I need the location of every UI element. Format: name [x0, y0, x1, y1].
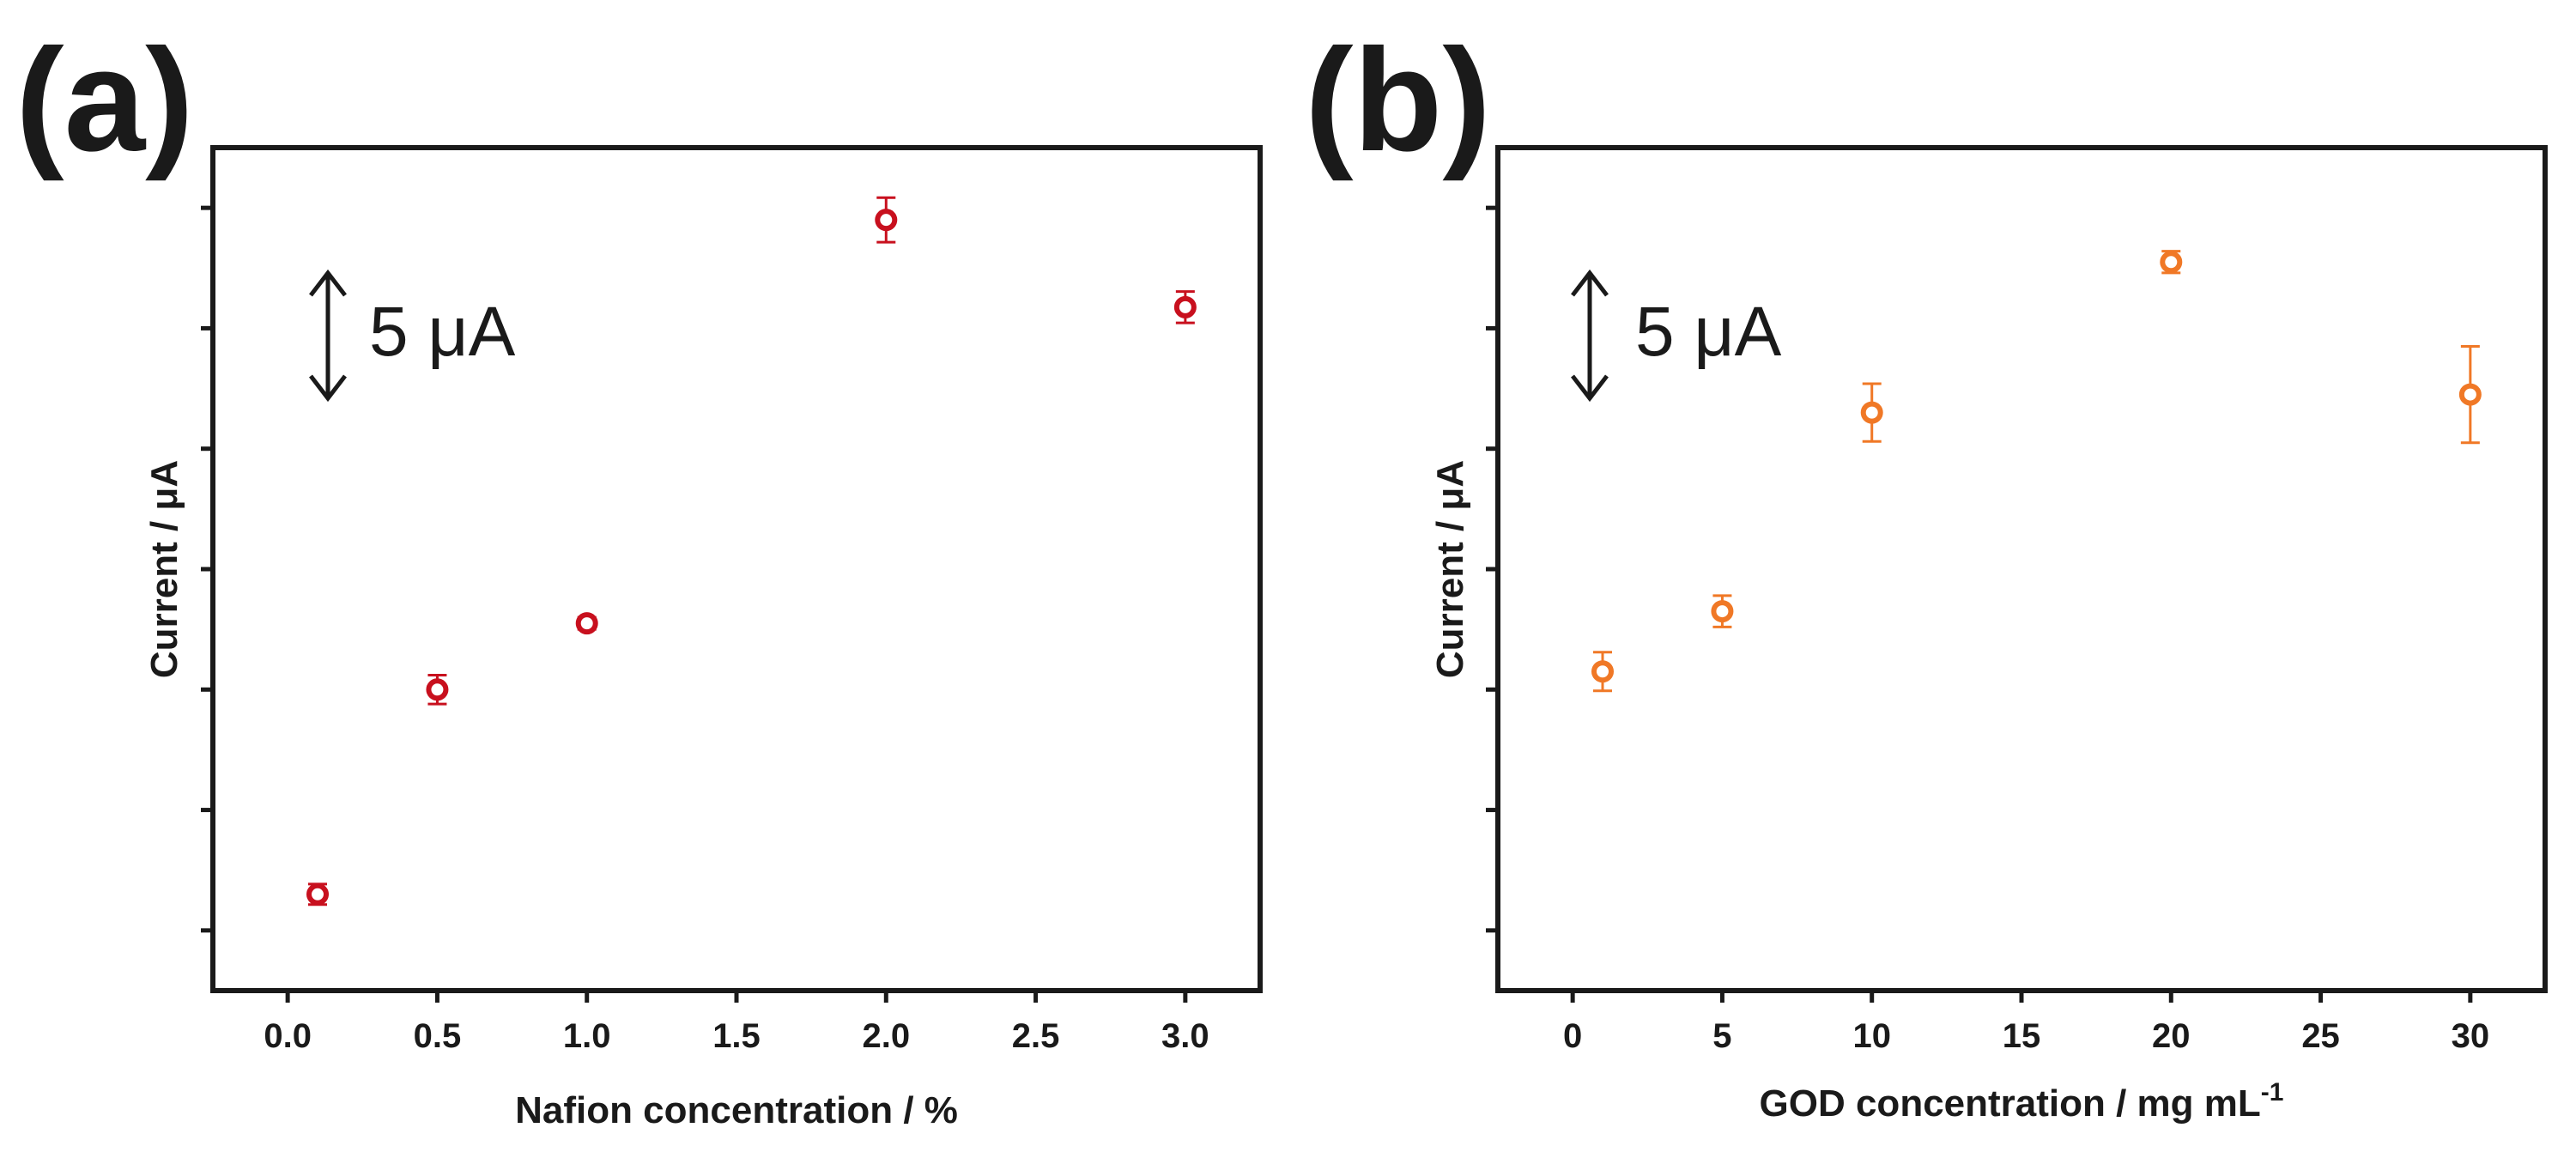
panel-b-data-point: [1591, 660, 1614, 683]
panel-b-x-axis-title: GOD concentration / mg mL-1: [1760, 1078, 2284, 1125]
panel-b-x-axis-title-superscript: -1: [2261, 1078, 2284, 1107]
panel-a-scale-bar: 5 μA: [309, 269, 516, 403]
panel-b-x-axis-title-main: GOD concentration / mg mL: [1760, 1082, 2261, 1125]
panel-a-data-point: [1173, 295, 1197, 318]
panel-b-x-tick-label: 30: [2452, 1017, 2490, 1055]
panel-b-scale-bar-label: 5 μA: [1635, 293, 1782, 371]
panel-b-data-point: [1711, 600, 1734, 623]
panel-b-x-tick-label: 10: [1852, 1017, 1891, 1055]
panel-b-data-point: [2458, 383, 2482, 406]
panel-b-x-tick-label: 20: [2152, 1017, 2191, 1055]
panel-b-x-tick-label: 25: [2301, 1017, 2340, 1055]
panel-a-x-tick-label: 3.0: [1161, 1017, 1209, 1055]
panel-b-scale-bar-arrow-down: [1571, 374, 1609, 403]
panel-b-x-tick-label: 0: [1563, 1017, 1582, 1055]
panel-a-plot-frame: [210, 145, 1263, 993]
panel-b-ticks: 0 5 10 15 20 25 30: [1486, 205, 2490, 1055]
panel-a-data-point: [575, 612, 598, 635]
panel-a-y-axis-title: Current / μA: [143, 460, 185, 678]
panel-a-data-point: [426, 678, 449, 701]
panel-a-scale-bar-label: 5 μA: [369, 293, 516, 371]
panel-b-x-tick-label: 15: [2003, 1017, 2041, 1055]
panel-b-marks: [1591, 250, 2482, 693]
panel-b-x-tick-label: 5: [1712, 1017, 1731, 1055]
panel-a-marks: [306, 196, 1197, 906]
panel-a-data-point: [875, 209, 898, 232]
panel-a-x-tick-label: 1.5: [712, 1017, 761, 1055]
panel-a-x-tick-label: 2.5: [1012, 1017, 1060, 1055]
panel-a-letter: (a): [15, 19, 194, 182]
panel-b: (b) 0 5 10 15 20 25 30 5 μA GOD concentration …: [1305, 19, 2548, 1125]
panel-b-data-point: [1860, 401, 1883, 424]
panel-a: (a) 0.0 0.5 1.0 1.5 2.0 2.5 3.0 5 μA Nafion co…: [15, 19, 1263, 1131]
panel-a-scale-bar-arrow-down: [309, 374, 347, 403]
panel-b-data-point: [2160, 251, 2183, 274]
panel-b-scale-bar-arrow-up: [1571, 269, 1609, 297]
panel-b-letter: (b): [1305, 19, 1491, 182]
panel-a-x-axis-title: Nafion concentration / %: [515, 1089, 958, 1131]
panel-a-x-tick-label: 0.5: [414, 1017, 462, 1055]
panel-b-y-axis-title: Current / μA: [1429, 460, 1471, 678]
panel-a-scale-bar-arrow-up: [309, 269, 347, 297]
panel-b-plot-frame: [1495, 145, 2548, 993]
panel-a-x-tick-label: 1.0: [563, 1017, 611, 1055]
panel-a-data-point: [306, 882, 329, 906]
panel-a-x-tick-label: 2.0: [862, 1017, 910, 1055]
panel-a-ticks: 0.0 0.5 1.0 1.5 2.0 2.5 3.0: [201, 205, 1209, 1055]
panel-a-x-tick-label: 0.0: [264, 1017, 312, 1055]
panel-b-scale-bar: 5 μA: [1571, 269, 1782, 403]
